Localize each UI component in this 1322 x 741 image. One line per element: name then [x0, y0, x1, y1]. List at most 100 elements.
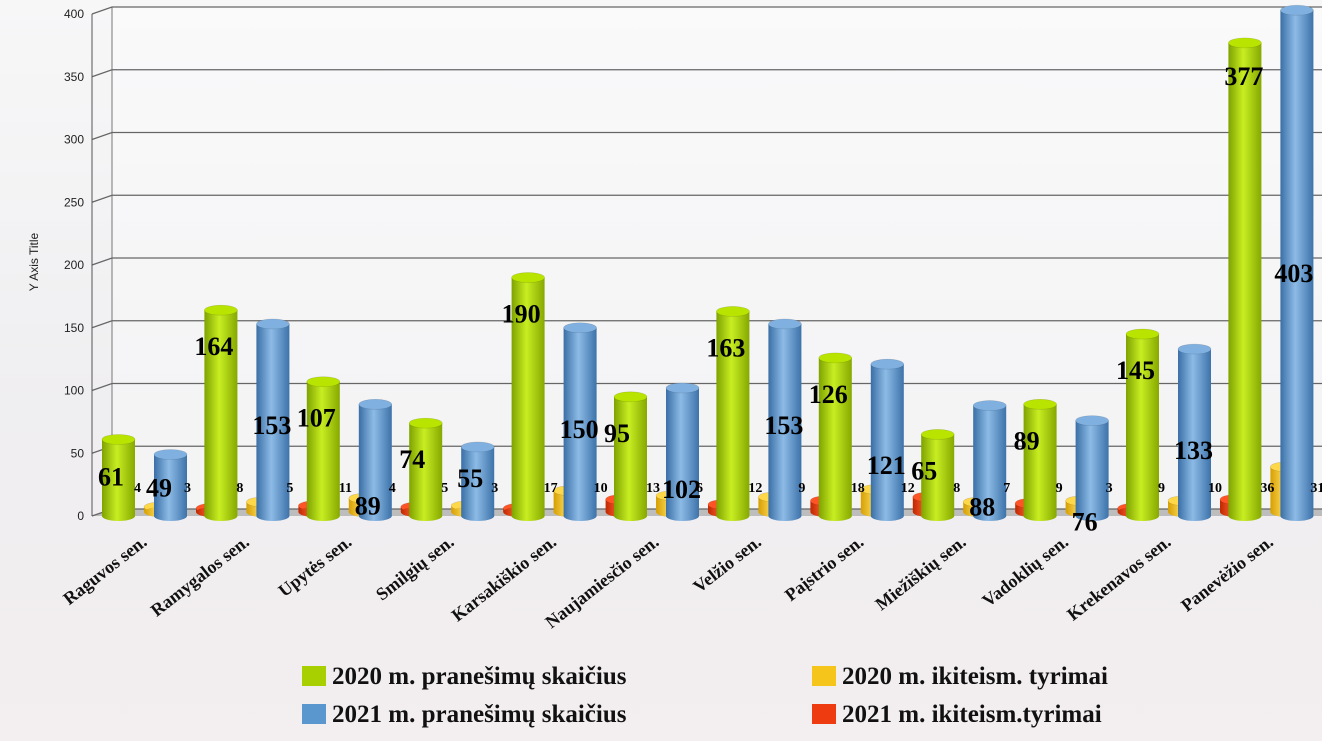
gridline: [91, 69, 1322, 78]
legend-item-2021-m-pranesimu-skaicius: 2021 m. pranešimų skaičius: [302, 701, 627, 728]
data-label-2021-m-ikiteism-tyrimai-smilgiu-sen: 3: [491, 481, 498, 496]
category-label-upytes-sen: Upytės sen.: [274, 531, 355, 600]
category-label-krekenavos-sen: Krekenavos sen.: [1063, 531, 1174, 624]
bar-2020-m-pranesimu-skaicius-ramygalos-sen: [204, 304, 238, 521]
plot-floor: [92, 509, 1322, 516]
bar-2020-m-pranesimu-skaicius-smilgiu-sen: [408, 417, 443, 521]
legend-swatch: [812, 666, 836, 686]
data-label-2021-m-ikiteism-tyrimai-velzio-sen: 9: [798, 481, 805, 496]
data-label-2020-m-pranesimu-skaicius-karsakiskio-sen: 190: [502, 300, 541, 329]
data-label-2020-m-ikiteism-tyrimai-vadokliu-sen: 9: [1056, 481, 1063, 496]
data-label-2021-m-ikiteism-tyrimai-naujamiescio-sen: 6: [696, 481, 703, 496]
category-label-naujamiescio-sen: Naujamiesčio sen.: [541, 531, 662, 632]
bar-2020-m-pranesimu-skaicius-velzio-sen: [716, 306, 750, 521]
bar-2020-m-pranesimu-skaicius-upytes-sen: [306, 376, 341, 521]
data-label-2021-m-ikiteism-tyrimai-paistrio-sen: 12: [901, 481, 915, 496]
data-label-2020-m-ikiteism-tyrimai-mieziskiu-sen: 8: [953, 481, 960, 496]
bars: [101, 4, 1314, 521]
legend-swatch: [812, 704, 836, 724]
bar-2021-m-pranesimu-skaicius-smilgiu-sen: [460, 441, 495, 521]
data-label-2021-m-pranesimu-skaicius-panevezio-sen: 403: [1274, 259, 1313, 288]
data-label-2020-m-ikiteism-tyrimai-ramygalos-sen: 8: [236, 481, 243, 496]
gridline: [91, 257, 1322, 266]
data-label-2021-m-pranesimu-skaicius-mieziskiu-sen: 88: [969, 493, 995, 522]
data-label-2020-m-ikiteism-tyrimai-naujamiescio-sen: 13: [646, 481, 660, 496]
data-label-2020-m-pranesimu-skaicius-mieziskiu-sen: 65: [911, 456, 937, 485]
data-label-2021-m-ikiteism-tyrimai-karsakiskio-sen: 10: [594, 481, 608, 496]
bar-2021-m-pranesimu-skaicius-naujamiescio-sen: [665, 382, 700, 521]
y-tick-label: 200: [64, 258, 84, 272]
data-label-2020-m-ikiteism-tyrimai-upytes-sen: 11: [339, 481, 352, 496]
bar-2020-m-pranesimu-skaicius-krekenavos-sen: [1125, 328, 1160, 521]
gridline: [91, 131, 1322, 141]
y-axis: 0 50 100 150 200 250 300 350 400: [64, 7, 93, 523]
y-tick-label: 400: [64, 7, 84, 21]
legend: 2020 m. pranešimų skaičius 2020 m. ikitei…: [302, 663, 1108, 728]
legend-label: 2021 m. ikiteism.tyrimai: [842, 701, 1102, 728]
data-label-2020-m-pranesimu-skaicius-paistrio-sen: 126: [809, 380, 848, 409]
bar-2021-m-pranesimu-skaicius-ramygalos-sen: [256, 318, 290, 521]
y-tick-label: 150: [64, 321, 84, 335]
data-label-2020-m-pranesimu-skaicius-krekenavos-sen: 145: [1116, 356, 1155, 385]
bar-2020-m-pranesimu-skaicius-raguvos-sen: [101, 434, 136, 521]
bar-2021-m-pranesimu-skaicius-panevezio-sen: [1280, 4, 1314, 521]
category-label-raguvos-sen: Raguvos sen.: [59, 531, 150, 608]
data-label-2020-m-pranesimu-skaicius-naujamiescio-sen: 95: [604, 419, 630, 448]
y-tick-label: 350: [64, 70, 84, 84]
data-label-2021-m-ikiteism-tyrimai-panevezio-sen: 31: [1310, 481, 1322, 496]
bar-2021-m-pranesimu-skaicius-karsakiskio-sen: [563, 322, 597, 521]
data-label-2021-m-pranesimu-skaicius-karsakiskio-sen: 150: [560, 415, 599, 444]
bar-2021-m-pranesimu-skaicius-raguvos-sen: [153, 449, 188, 521]
data-label-2021-m-pranesimu-skaicius-paistrio-sen: 121: [867, 451, 906, 480]
data-label-2020-m-ikiteism-tyrimai-raguvos-sen: 4: [134, 481, 141, 496]
data-label-2020-m-pranesimu-skaicius-upytes-sen: 107: [297, 404, 336, 433]
category-label-mieziskiu-sen: Miežiškių sen.: [871, 531, 969, 614]
y-axis-title: Y Axis Title: [27, 232, 41, 291]
data-label-2021-m-pranesimu-skaicius-ramygalos-sen: 153: [252, 411, 291, 440]
y-tick-label: 300: [64, 133, 84, 147]
bar-2020-m-pranesimu-skaicius-karsakiskio-sen: [511, 272, 545, 521]
data-label-2021-m-pranesimu-skaicius-upytes-sen: 89: [355, 491, 381, 520]
data-label-2021-m-pranesimu-skaicius-velzio-sen: 153: [764, 411, 803, 440]
category-label-paistrio-sen: Paįstrio sen.: [781, 531, 867, 605]
legend-swatch: [302, 704, 326, 724]
data-label-2020-m-ikiteism-tyrimai-krekenavos-sen: 9: [1158, 481, 1165, 496]
data-label-2020-m-pranesimu-skaicius-panevezio-sen: 377: [1224, 62, 1263, 91]
bar-2021-m-pranesimu-skaicius-vadokliu-sen: [1075, 415, 1109, 521]
legend-item-2020-m-ikiteism-tyrimai: 2020 m. ikiteism. tyrimai: [812, 663, 1108, 690]
bar-2020-m-pranesimu-skaicius-naujamiescio-sen: [613, 391, 648, 521]
data-label-2021-m-ikiteism-tyrimai-mieziskiu-sen: 7: [1003, 481, 1010, 496]
bar-2021-m-pranesimu-skaicius-paistrio-sen: [870, 358, 905, 521]
bar-2020-m-pranesimu-skaicius-mieziskiu-sen: [920, 429, 955, 521]
data-label-2020-m-ikiteism-tyrimai-velzio-sen: 12: [748, 481, 762, 496]
bar-2021-m-pranesimu-skaicius-mieziskiu-sen: [972, 400, 1007, 521]
y-tick-label: 100: [64, 384, 84, 398]
legend-label: 2020 m. pranešimų skaičius: [332, 663, 627, 690]
y-tick-label: 250: [64, 195, 84, 209]
data-label-2021-m-ikiteism-tyrimai-upytes-sen: 4: [389, 481, 396, 496]
data-label-2020-m-pranesimu-skaicius-raguvos-sen: 61: [98, 462, 124, 491]
data-label-2020-m-pranesimu-skaicius-smilgiu-sen: 74: [399, 445, 425, 474]
legend-swatch: [302, 666, 326, 686]
data-label-2020-m-ikiteism-tyrimai-paistrio-sen: 18: [851, 481, 865, 496]
data-label-2021-m-ikiteism-tyrimai-vadokliu-sen: 3: [1106, 481, 1113, 496]
data-label-2021-m-pranesimu-skaicius-vadokliu-sen: 76: [1072, 508, 1098, 537]
y-tick-label: 0: [77, 509, 84, 523]
bar-2020-m-pranesimu-skaicius-paistrio-sen: [818, 352, 853, 521]
bar-2021-m-pranesimu-skaicius-velzio-sen: [768, 318, 802, 521]
gridline: [91, 194, 1322, 203]
data-label-2020-m-ikiteism-tyrimai-smilgiu-sen: 5: [441, 481, 448, 496]
legend-label: 2020 m. ikiteism. tyrimai: [842, 663, 1108, 690]
legend-label: 2021 m. pranešimų skaičius: [332, 701, 627, 728]
data-label-2020-m-pranesimu-skaicius-ramygalos-sen: 164: [194, 332, 233, 361]
legend-item-2021-m-ikiteism-tyrimai: 2021 m. ikiteism.tyrimai: [812, 701, 1102, 728]
gridline: [91, 382, 1322, 392]
legend-item-2020-m-pranesimu-skaicius: 2020 m. pranešimų skaičius: [302, 663, 627, 690]
data-label-2021-m-pranesimu-skaicius-naujamiescio-sen: 102: [662, 475, 701, 504]
y-tick-label: 50: [71, 446, 85, 460]
category-label-vadokliu-sen: Vadoklių sen.: [978, 531, 1072, 610]
bar-2020-m-pranesimu-skaicius-vadokliu-sen: [1023, 399, 1057, 521]
data-label-2020-m-ikiteism-tyrimai-karsakiskio-sen: 17: [544, 481, 558, 496]
gridline: [91, 320, 1322, 329]
